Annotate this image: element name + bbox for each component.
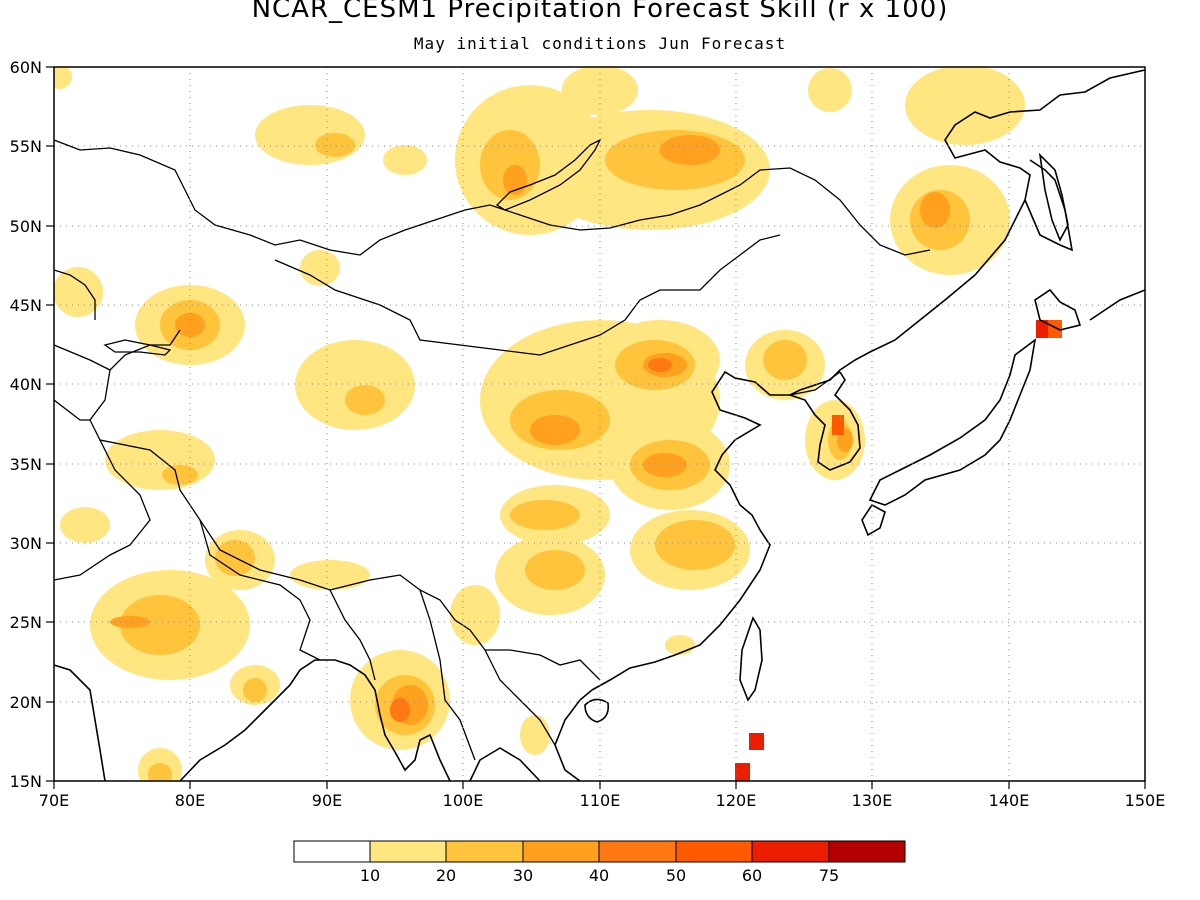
- lon-label: 70E: [39, 791, 69, 810]
- lat-label: 25N: [10, 613, 42, 632]
- lon-label: 150E: [1125, 791, 1166, 810]
- lat-label: 15N: [10, 772, 42, 791]
- lat-label: 60N: [10, 58, 42, 77]
- lat-label: 45N: [10, 296, 42, 315]
- colorbar-swatch: [369, 840, 447, 863]
- colorbar-labels: 10 20 30 40 50 60 75: [360, 866, 839, 885]
- coastlines: [54, 69, 1145, 781]
- skill-level-40: [390, 358, 672, 722]
- country-borders: [54, 138, 931, 761]
- lat-label: 30N: [10, 534, 42, 553]
- lon-label: 110E: [580, 791, 621, 810]
- lat-label: 40N: [10, 375, 42, 394]
- lon-label: 130E: [852, 791, 893, 810]
- colorbar-swatch: [828, 840, 906, 863]
- colorbar-label: 10: [360, 866, 380, 885]
- skill-shading: [54, 67, 1062, 781]
- colorbar-label: 75: [819, 866, 839, 885]
- map-ticks: [46, 66, 1146, 789]
- map-panel: 70E 80E 90E 100E 110E 120E 130E 140E 150…: [10, 58, 1166, 810]
- figure-title: NCAR_CESM1 Precipitation Forecast Skill …: [251, 0, 949, 24]
- lat-label: 55N: [10, 137, 42, 156]
- lat-label: 50N: [10, 217, 42, 236]
- colorbar-swatch: [445, 840, 524, 863]
- colorbar-swatch: [598, 840, 677, 863]
- lat-label: 35N: [10, 455, 42, 474]
- skill-level-60: [735, 320, 1048, 781]
- map-grid: [54, 67, 1145, 781]
- colorbar-label: 50: [666, 866, 686, 885]
- colorbar-swatch: [675, 840, 753, 863]
- colorbar-swatch: [293, 840, 371, 863]
- lon-label: 90E: [312, 791, 342, 810]
- latitude-labels: 60N 55N 50N 45N 40N 35N 30N 25N 20N 15N: [10, 58, 42, 791]
- colorbar: 10 20 30 40 50 60 75: [293, 840, 906, 885]
- lon-label: 100E: [443, 791, 484, 810]
- colorbar-label: 30: [513, 866, 533, 885]
- lat-label: 20N: [10, 693, 42, 712]
- lon-label: 120E: [716, 791, 757, 810]
- lon-label: 140E: [989, 791, 1030, 810]
- longitude-labels: 70E 80E 90E 100E 110E 120E 130E 140E 150…: [39, 791, 1166, 810]
- colorbar-swatch: [522, 840, 600, 863]
- colorbar-label: 40: [589, 866, 609, 885]
- colorbar-label: 20: [436, 866, 456, 885]
- colorbar-label: 60: [742, 866, 762, 885]
- lon-label: 80E: [175, 791, 205, 810]
- colorbar-swatch: [751, 840, 830, 863]
- figure-subtitle: May initial conditions Jun Forecast: [413, 34, 787, 53]
